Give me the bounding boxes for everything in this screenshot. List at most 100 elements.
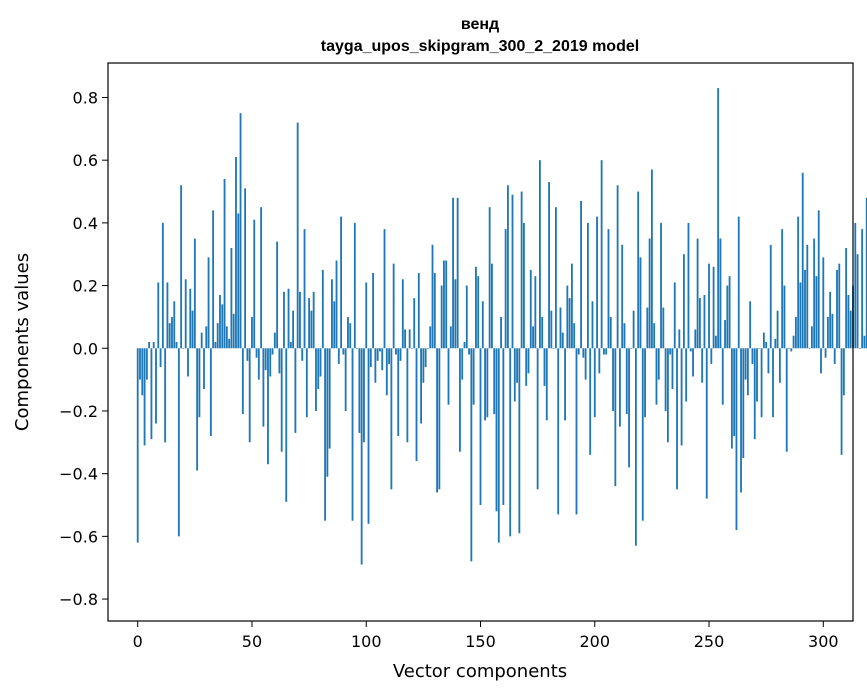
x-tick-label: 200: [579, 632, 610, 651]
bar: [650, 169, 653, 349]
bar: [655, 348, 658, 405]
bar: [299, 291, 301, 349]
bar: [836, 269, 838, 349]
bar: [648, 238, 651, 349]
bar: [159, 348, 162, 368]
bar: [682, 254, 685, 349]
y-tick-label: 0.0: [73, 339, 98, 358]
bar: [239, 113, 242, 349]
bar: [671, 348, 674, 390]
bar: [459, 348, 461, 452]
bar: [539, 160, 541, 349]
bar: [337, 348, 340, 364]
bar: [436, 348, 438, 493]
bar: [280, 348, 283, 452]
bar: [388, 348, 390, 364]
bar: [751, 348, 754, 364]
bar: [180, 185, 183, 349]
bar: [326, 348, 329, 477]
bar: [735, 348, 738, 531]
bar: [424, 348, 427, 368]
bar: [369, 348, 372, 368]
bar: [411, 348, 413, 349]
bar: [525, 348, 528, 386]
bar: [447, 348, 450, 405]
bar: [452, 197, 454, 349]
bar: [559, 307, 562, 349]
bar: [728, 276, 731, 349]
bar: [315, 348, 317, 411]
bar: [740, 348, 742, 493]
bar: [730, 348, 733, 449]
bar: [472, 348, 475, 405]
bar: [733, 348, 736, 437]
bar: [139, 348, 141, 380]
bar: [783, 285, 786, 349]
bar: [463, 342, 466, 349]
bar: [607, 229, 610, 349]
bar: [333, 301, 336, 349]
bar: [244, 188, 247, 349]
bar: [829, 291, 832, 349]
bar: [591, 301, 594, 349]
bar: [687, 222, 690, 349]
bar: [203, 348, 205, 390]
bar: [756, 348, 758, 402]
bar: [571, 263, 573, 349]
bar: [536, 348, 539, 490]
bar: [662, 307, 665, 349]
bar: [491, 263, 493, 349]
bar: [708, 263, 710, 349]
bar: [456, 197, 459, 349]
bar: [427, 348, 429, 349]
bar: [705, 348, 708, 499]
bar: [762, 332, 765, 349]
bar: [639, 257, 642, 349]
bar: [285, 348, 288, 502]
bar: [145, 348, 148, 380]
plot-frame: [107, 62, 854, 622]
bar: [813, 238, 816, 349]
bar: [353, 222, 356, 349]
bar: [616, 185, 619, 349]
bar: [804, 269, 806, 349]
bar: [301, 348, 304, 361]
bar: [317, 348, 320, 390]
bar: [349, 323, 352, 349]
bar: [182, 348, 185, 349]
bar: [189, 288, 192, 349]
bar: [468, 348, 470, 355]
bar: [815, 276, 818, 349]
bar: [219, 294, 221, 349]
bar: [358, 348, 361, 433]
bar: [363, 348, 365, 443]
bar: [385, 348, 388, 396]
bar: [287, 288, 290, 349]
bar: [550, 310, 553, 349]
bar: [833, 348, 836, 364]
bar: [488, 207, 491, 349]
x-tick-label: 50: [242, 632, 262, 651]
bar: [212, 210, 215, 349]
x-axis-ticks: 0 50 100 150 200 250 300: [133, 621, 839, 651]
x-tick-label: 100: [351, 632, 382, 651]
bar: [406, 348, 409, 443]
bar: [568, 298, 571, 349]
bar: [321, 269, 324, 349]
bar: [518, 348, 521, 534]
y-axis-ticks: −0.8 −0.6 −0.4 −0.2 0.0 0.2 0.4 0.6 0.8: [59, 88, 108, 609]
bar: [561, 332, 564, 349]
bar: [433, 273, 436, 349]
bar: [150, 348, 153, 440]
bar: [507, 185, 509, 349]
bar: [173, 301, 176, 349]
bar: [863, 335, 866, 349]
bar: [175, 342, 178, 349]
bar: [765, 342, 768, 349]
bar: [454, 279, 457, 349]
bar: [296, 122, 299, 349]
bar: [849, 310, 852, 349]
bar: [520, 191, 523, 349]
bar: [511, 194, 514, 349]
bar: [408, 329, 411, 349]
